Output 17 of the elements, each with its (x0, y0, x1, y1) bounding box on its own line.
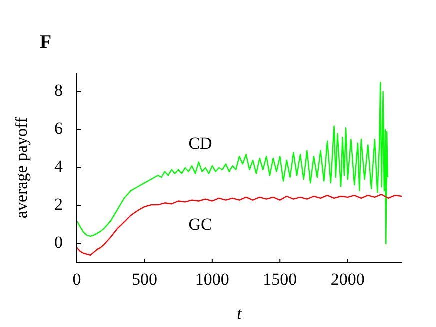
y-axis-title: average payoff (12, 117, 31, 219)
series-label: GC (188, 214, 212, 234)
line-series (76, 82, 388, 245)
line-series (76, 194, 403, 256)
x-tick-label: 2000 (330, 270, 365, 289)
y-tick-label: 4 (54, 156, 64, 176)
y-tick-label: 6 (54, 118, 63, 138)
y-tick-label: 0 (54, 232, 63, 252)
y-tick-label: 2 (54, 194, 63, 214)
x-tick-label: 500 (132, 270, 158, 289)
x-tick-label: 0 (72, 270, 82, 289)
chart-title: F (40, 32, 52, 53)
x-axis-title: t (237, 304, 244, 323)
x-tick-label: 1500 (263, 270, 298, 289)
y-tick-label: 8 (54, 80, 63, 100)
x-tick-label: 1000 (195, 270, 230, 289)
series-label: CD (188, 134, 212, 154)
